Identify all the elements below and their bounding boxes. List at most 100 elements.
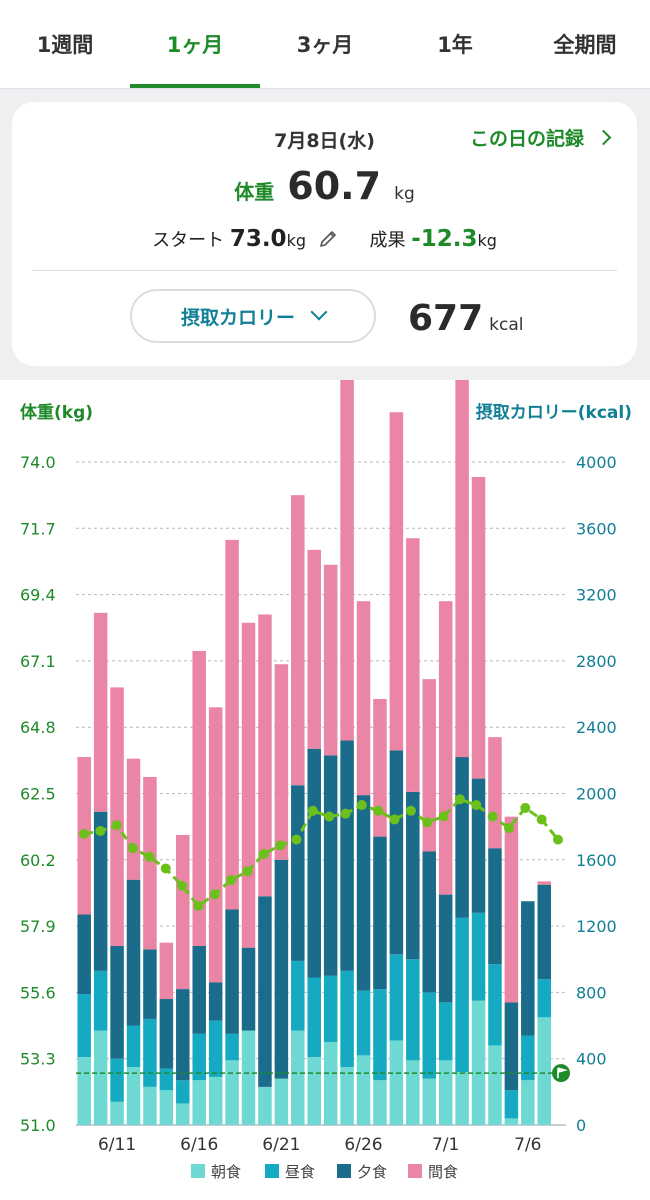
weight-point <box>405 805 416 816</box>
tab-1week[interactable]: 1週間 <box>36 33 94 57</box>
flag-icon <box>557 1067 568 1079</box>
calorie-bar-segment <box>471 1000 486 1125</box>
calorie-bar-segment <box>176 1103 190 1125</box>
calorie-bar-segment <box>373 1080 387 1125</box>
calorie-bar-segment <box>455 1071 469 1125</box>
weight-point <box>193 900 204 911</box>
calorie-bar-segment <box>159 1068 174 1091</box>
left-tick-label: 60.2 <box>20 851 56 870</box>
calorie-bar-segment <box>192 945 206 1034</box>
calorie-value: 677 <box>408 298 484 339</box>
right-tick-label: 2400 <box>576 718 617 737</box>
calorie-bar-segment <box>159 999 174 1069</box>
calorie-bar-segment <box>323 975 338 1043</box>
weight-value: 60.7 <box>287 164 382 208</box>
calorie-bar-segment <box>225 1060 239 1125</box>
calorie-bar-segment <box>537 979 552 1018</box>
calorie-bar-segment <box>241 947 256 1031</box>
start-weight-unit: kg <box>286 231 306 250</box>
calorie-bar-segment <box>110 1058 124 1102</box>
calorie-bar-segment <box>471 912 486 1001</box>
calorie-bar-segment <box>110 687 124 946</box>
calorie-bar-segment <box>225 1033 239 1061</box>
weight-label: 体重 <box>234 180 275 204</box>
calorie-bar-segment <box>159 1090 174 1125</box>
calorie-bar-segment <box>225 909 239 1034</box>
calorie-bar-segment <box>422 1078 436 1125</box>
calorie-type-dropdown[interactable]: 摂取カロリー <box>130 289 376 343</box>
start-label: スタート <box>152 230 225 251</box>
weight-point <box>144 851 155 862</box>
calorie-bar-segment <box>323 564 338 756</box>
calorie-bar-segment <box>274 859 289 1079</box>
x-tick-label: 6/11 <box>98 1135 136 1155</box>
calorie-bar-segment <box>143 776 157 950</box>
right-tick-label: 4000 <box>576 453 617 472</box>
result-unit: kg <box>477 231 497 250</box>
right-tick-label: 400 <box>576 1050 607 1069</box>
tab-all-period[interactable]: 全期間 <box>553 33 617 57</box>
weight-point <box>373 805 384 816</box>
pencil-icon[interactable] <box>318 229 338 251</box>
calorie-bar-segment <box>504 816 519 1003</box>
calorie-bar-segment <box>93 1030 108 1125</box>
right-tick-label: 2000 <box>576 785 617 804</box>
weight-point <box>95 825 106 836</box>
calorie-bar-segment <box>258 614 272 897</box>
calorie-bar-segment <box>307 1057 321 1125</box>
calorie-bar-segment <box>143 1086 157 1125</box>
calorie-bar-segment <box>537 1017 552 1125</box>
calorie-bar-segment <box>176 1080 190 1104</box>
calorie-bar-segment <box>455 380 469 758</box>
calorie-bar-segment <box>77 914 91 995</box>
weight-point <box>307 805 318 816</box>
calorie-bar-segment <box>373 989 387 1081</box>
calorie-bar-segment <box>274 664 289 860</box>
tab-3months[interactable]: 3ヶ月 <box>296 33 354 57</box>
weight-point <box>471 800 482 811</box>
calorie-bar-segment <box>176 989 190 1081</box>
legend-label: 夕食 <box>357 1163 387 1181</box>
tab-1month[interactable]: 1ヶ月 <box>130 0 260 88</box>
x-tick-label: 6/26 <box>344 1135 382 1155</box>
calorie-bar-segment <box>438 1002 453 1061</box>
tab-1year[interactable]: 1年 <box>437 33 473 57</box>
weight-point <box>340 808 351 819</box>
calorie-bar-segment <box>471 476 486 779</box>
left-tick-label: 64.8 <box>20 718 56 737</box>
calorie-bar-segment <box>373 699 387 837</box>
calorie-bar-segment <box>93 970 108 1031</box>
calorie-bar-segment <box>356 795 371 991</box>
calorie-bar-segment <box>323 1042 338 1125</box>
calorie-bar-segment <box>406 959 420 1061</box>
calorie-bar-segment <box>488 737 502 849</box>
period-tabs: 1週間 1ヶ月 3ヶ月 1年 全期間 <box>0 0 650 89</box>
calorie-bar-segment <box>241 1030 256 1125</box>
day-record-link[interactable]: この日の記録 <box>470 124 612 151</box>
calorie-bar-segment <box>406 1060 420 1125</box>
calorie-bar-segment <box>241 622 256 948</box>
chevron-right-icon <box>595 129 612 146</box>
calorie-bar-segment <box>126 1025 141 1067</box>
x-tick-label: 6/21 <box>262 1135 300 1155</box>
calorie-bar-segment <box>143 1018 157 1087</box>
goal-flag-icon <box>552 1064 570 1083</box>
weight-point <box>111 820 122 831</box>
weight-point <box>438 811 449 822</box>
calorie-bar-segment <box>126 879 141 1026</box>
calorie-bar-segment <box>307 977 321 1058</box>
weight-unit: kg <box>394 184 415 204</box>
calorie-bar-segment <box>340 1066 354 1125</box>
summary-card: 7月8日(水) この日の記録 体重 60.7 kg スタート 73.0kg 成果… <box>12 102 637 366</box>
legend-swatch <box>265 1164 279 1178</box>
calorie-bar-segment <box>307 748 321 978</box>
calorie-bar-segment <box>422 679 436 852</box>
weight-point <box>422 817 433 828</box>
weight-point <box>503 823 514 834</box>
calorie-bar-segment <box>537 881 552 885</box>
right-tick-label: 800 <box>576 983 607 1002</box>
calorie-bar-segment <box>521 901 535 1036</box>
calorie-bar-segment <box>307 549 321 749</box>
calorie-bar-segment <box>389 750 404 955</box>
